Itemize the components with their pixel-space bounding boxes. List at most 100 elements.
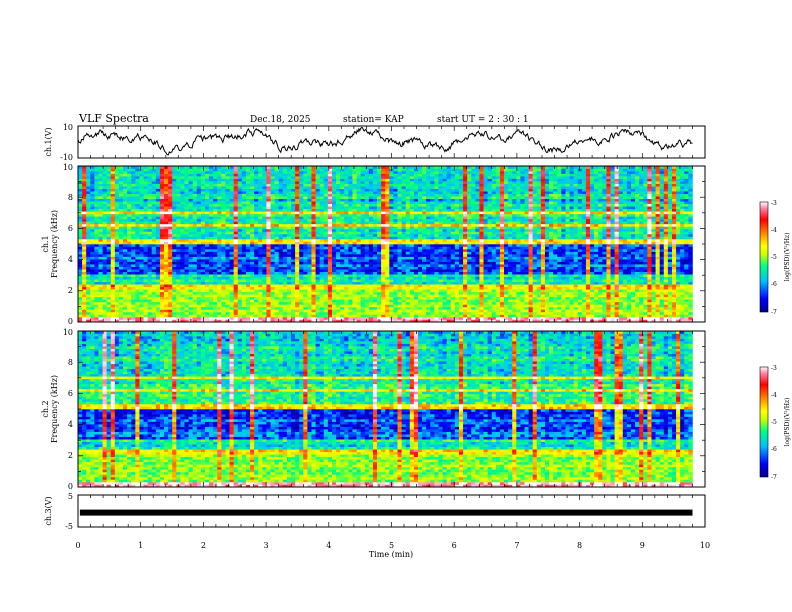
spectrogram-cell — [188, 316, 193, 320]
spectrogram-cell — [360, 269, 366, 272]
spectrogram-cell — [135, 183, 140, 187]
spectrogram-cell — [82, 279, 87, 283]
spectrogram-cell — [348, 289, 353, 293]
spectrogram-cell — [245, 316, 251, 320]
spectrogram-cell — [164, 238, 169, 242]
spectrogram-cell — [405, 264, 411, 267]
spectrogram-cell — [254, 216, 259, 220]
spectrogram-cell — [282, 306, 288, 310]
spectrogram-cell — [393, 289, 398, 293]
spectrogram-cell — [270, 291, 275, 295]
spectrogram-cell — [204, 269, 210, 272]
spectrogram-cell — [250, 188, 255, 192]
spectrogram-cell — [135, 284, 140, 288]
spectrogram-cell — [86, 236, 91, 240]
spectrogram-cell — [102, 193, 107, 197]
spectrogram-cell — [213, 251, 218, 255]
spectrogram-cell — [188, 198, 193, 202]
spectrogram-cell — [331, 279, 337, 283]
spectrogram-cell — [401, 279, 407, 283]
spectrogram-cell — [303, 173, 308, 177]
spectrogram-cell — [323, 286, 329, 290]
spectrogram-cell — [139, 266, 144, 270]
spectrogram-cell — [217, 191, 222, 194]
spectrogram-cell — [106, 198, 112, 202]
spectrogram-cell — [303, 266, 308, 270]
spectrogram-cell — [229, 181, 234, 184]
spectrogram-cell — [385, 291, 390, 295]
spectrogram-cell — [180, 244, 185, 247]
spectrogram-cell — [352, 264, 357, 267]
spectrogram-cell — [266, 231, 271, 235]
spectrogram-cell — [131, 198, 136, 202]
spectrogram-cell — [372, 301, 378, 305]
spectrogram-cell — [151, 183, 157, 187]
spectrogram-cell — [209, 198, 214, 202]
spectrogram-cell — [377, 206, 382, 210]
spectrogram-cell — [319, 266, 325, 270]
spectrogram-cell — [393, 201, 398, 205]
spectrogram-cell — [118, 309, 124, 313]
spectrogram-cell — [102, 213, 107, 217]
spectrogram-cell — [352, 284, 357, 288]
spectrogram-cell — [364, 254, 370, 257]
spectrogram-cell — [352, 193, 357, 197]
spectrogram-cell — [291, 281, 296, 285]
spectrogram-cell — [229, 226, 234, 230]
spectrogram-cell — [188, 259, 193, 262]
spectrogram-cell — [159, 203, 165, 207]
spectrogram-cell — [356, 309, 361, 313]
spectrogram-cell — [331, 291, 337, 295]
spectrogram-cell — [123, 251, 128, 255]
spectrogram-cell — [348, 166, 353, 169]
spectrogram-cell — [336, 216, 341, 220]
spectrogram-cell — [209, 188, 214, 192]
spectrogram-cell — [254, 249, 259, 252]
spectrogram-cell — [331, 183, 337, 187]
spectrogram-cell — [98, 254, 103, 257]
spectrogram-cell — [254, 281, 259, 285]
spectrogram-cell — [352, 173, 357, 177]
spectrogram-cell — [385, 294, 390, 298]
spectrogram-cell — [188, 306, 193, 310]
spectrogram-cell — [311, 176, 316, 179]
spectrogram-cell — [135, 198, 140, 202]
spectrogram-cell — [98, 246, 103, 250]
spectrogram-cell — [323, 236, 329, 240]
spectrogram-cell — [221, 201, 226, 205]
spectrogram-cell — [168, 226, 173, 230]
spectrogram-cell — [118, 281, 124, 285]
spectrogram-cell — [299, 213, 304, 217]
spectrogram-cell — [303, 281, 308, 285]
spectrogram-cell — [286, 304, 292, 308]
spectrogram-cell — [327, 188, 333, 192]
spectrogram-cell — [372, 271, 378, 275]
spectrogram-cell — [98, 211, 103, 215]
spectrogram-cell — [327, 306, 333, 310]
spectrogram-cell — [143, 314, 148, 318]
spectrogram-cell — [200, 183, 206, 187]
spectrogram-cell — [274, 226, 280, 230]
spectrogram-cell — [360, 284, 366, 288]
spectrogram-cell — [377, 223, 382, 227]
spectrogram-cell — [147, 191, 153, 194]
spectrogram-cell — [245, 261, 251, 265]
spectrogram-cell — [172, 314, 177, 318]
spectrogram-cell — [147, 221, 153, 225]
spectrogram-cell — [131, 264, 136, 267]
spectrogram-cell — [315, 188, 320, 192]
spectrogram-cell — [250, 289, 255, 293]
spectrogram-cell — [393, 238, 398, 242]
spectrogram-cell — [221, 301, 226, 305]
spectrogram-cell — [250, 186, 255, 189]
spectrogram-cell — [139, 168, 144, 172]
spectrogram-cell — [94, 274, 99, 278]
spectrogram-cell — [278, 284, 284, 288]
spectrogram-cell — [307, 271, 312, 275]
spectrogram-cell — [340, 314, 345, 318]
spectrogram-cell — [319, 251, 325, 255]
spectrogram-cell — [250, 316, 255, 320]
spectrogram-cell — [209, 211, 214, 215]
spectrogram-cell — [245, 304, 251, 308]
spectrogram-cell — [118, 168, 124, 172]
